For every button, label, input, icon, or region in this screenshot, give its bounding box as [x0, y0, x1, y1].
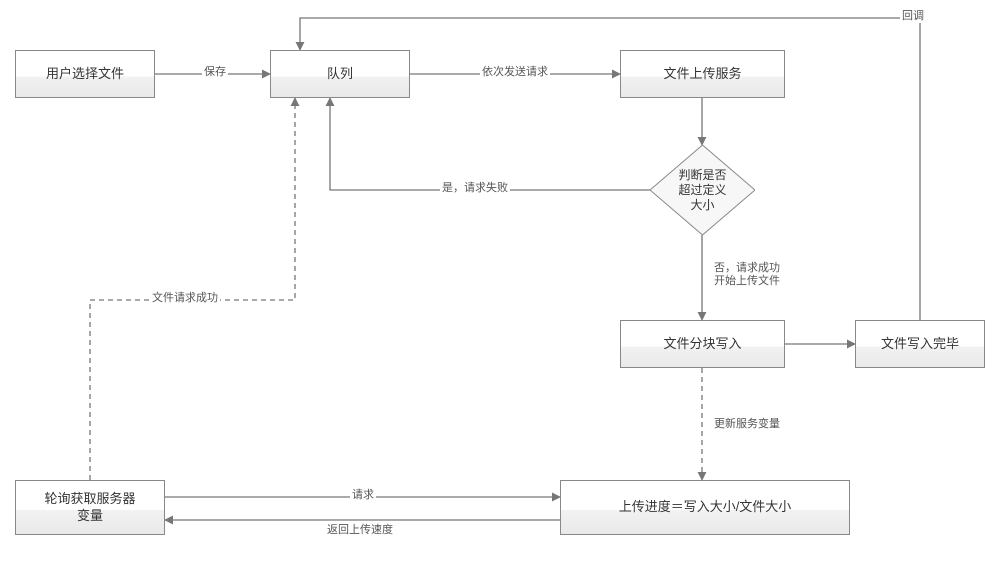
- node-queue: 队列: [270, 50, 410, 98]
- edge-label-update-var: 更新服务变量: [712, 418, 782, 431]
- edge-label-yes-fail: 是，请求失败: [440, 182, 510, 195]
- decision-label: 判断是否超过定义大小: [650, 145, 755, 235]
- node-progress: 上传进度＝写入大小/文件大小: [560, 480, 850, 535]
- edge-label-file-req-ok: 文件请求成功: [150, 292, 220, 305]
- node-user-select: 用户选择文件: [15, 50, 155, 98]
- node-decision-size: 判断是否超过定义大小: [650, 145, 755, 235]
- node-chunk-write: 文件分块写入: [620, 320, 785, 368]
- edge-label-send-req: 依次发送请求: [480, 66, 550, 79]
- edge-label-no-success: 否，请求成功开始上传文件: [712, 262, 782, 288]
- edge-label-save: 保存: [202, 66, 228, 79]
- node-poll-server: 轮询获取服务器变量: [15, 480, 165, 535]
- edge-label-request: 请求: [350, 489, 376, 502]
- node-write-done: 文件写入完毕: [855, 320, 985, 368]
- node-upload-service: 文件上传服务: [620, 50, 785, 98]
- edge-label-return-speed: 返回上传速度: [325, 524, 395, 537]
- edge-label-callback: 回调: [900, 10, 926, 23]
